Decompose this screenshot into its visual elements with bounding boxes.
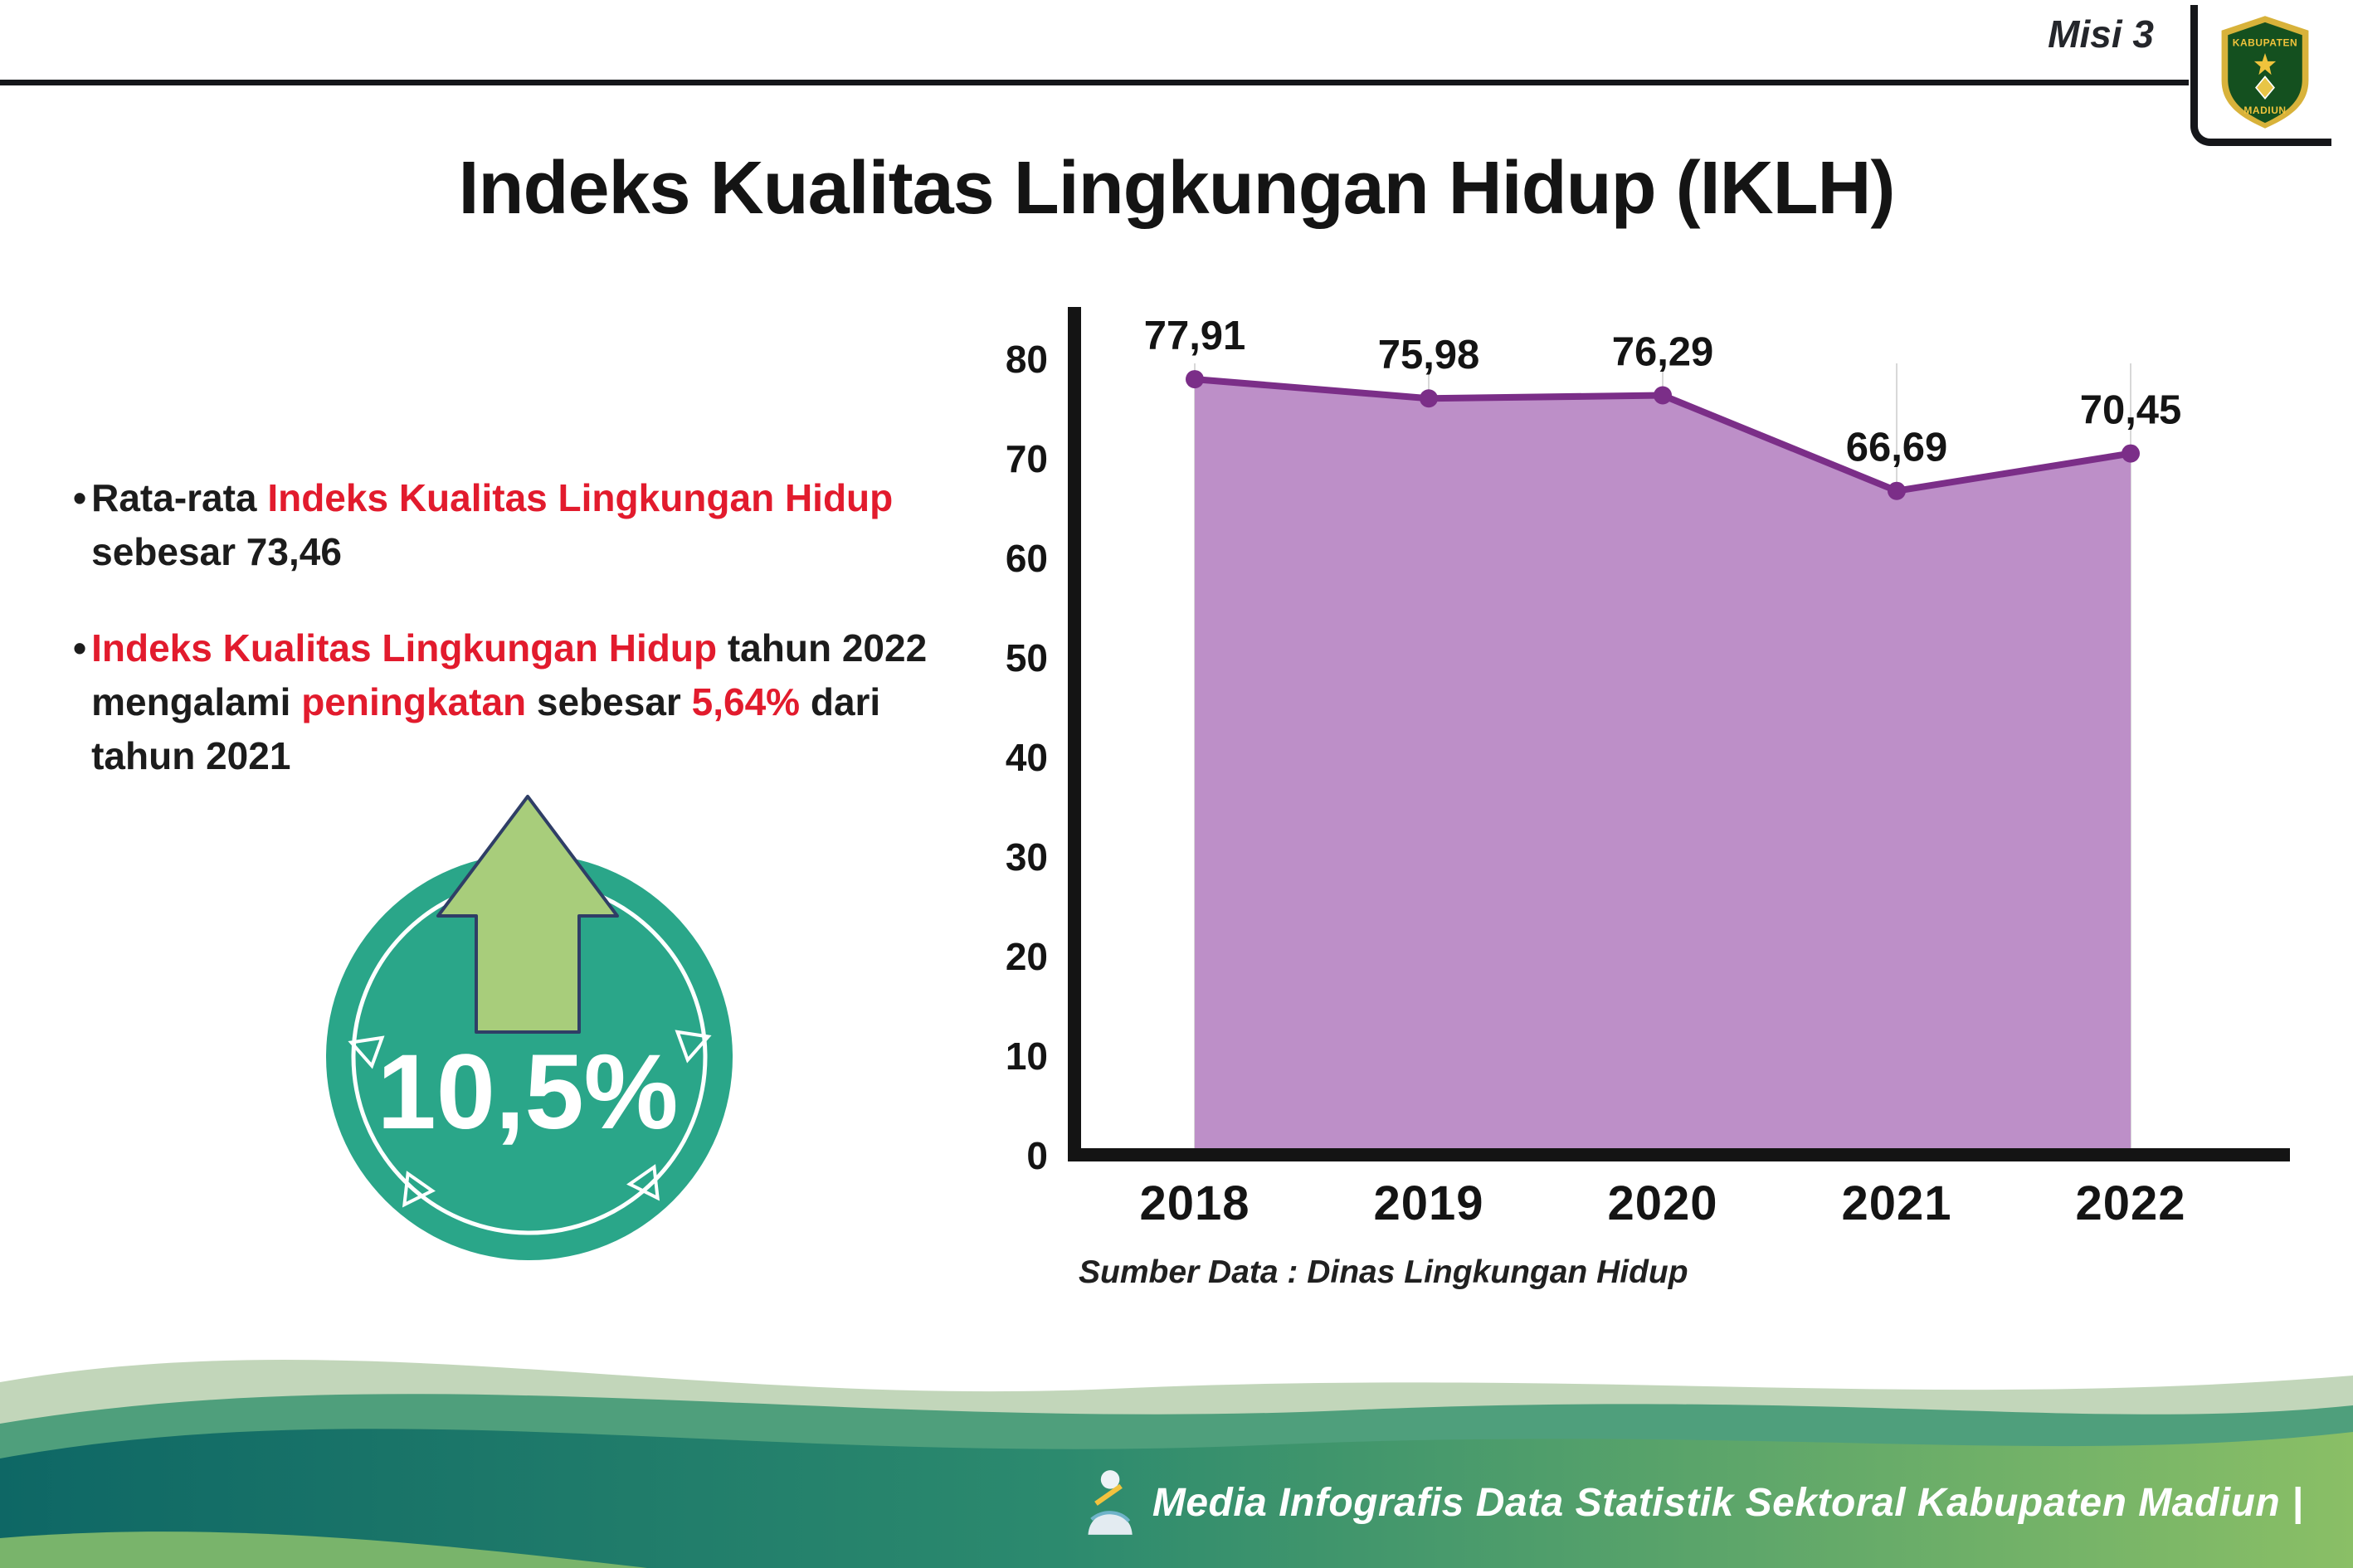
- svg-text:2019: 2019: [1373, 1176, 1483, 1230]
- badge-circle: [326, 854, 733, 1260]
- bullet-increase-iklh-text: Indeks Kualitas Lingkungan Hidup tahun 2…: [91, 626, 928, 778]
- svg-text:2021: 2021: [1841, 1176, 1951, 1230]
- mascot-icon: [1088, 1470, 1133, 1535]
- svg-text:75,98: 75,98: [1378, 333, 1480, 377]
- svg-text:30: 30: [1006, 835, 1048, 879]
- shield-logo-icon: KABUPATEN MADIUN: [2221, 15, 2308, 129]
- svg-text:80: 80: [1006, 338, 1048, 381]
- svg-text:20: 20: [1006, 935, 1048, 978]
- footer-waves: [0, 1360, 2353, 1568]
- svg-text:66,69: 66,69: [1846, 426, 1948, 470]
- svg-text:10: 10: [1006, 1035, 1048, 1078]
- ring-triangle-icon: [402, 1171, 436, 1208]
- svg-text:77,91: 77,91: [1144, 314, 1246, 358]
- svg-text:2022: 2022: [2075, 1176, 2185, 1230]
- bullet-average-iklh: • Rata-rata Indeks Kualitas Lingkungan H…: [73, 471, 986, 580]
- svg-text:2018: 2018: [1139, 1176, 1250, 1230]
- svg-text:76,29: 76,29: [1612, 330, 1714, 375]
- svg-text:50: 50: [1006, 636, 1048, 679]
- svg-text:0: 0: [1026, 1134, 1048, 1177]
- kabupaten-madiun-logo: KABUPATEN MADIUN: [2190, 5, 2331, 146]
- ring-triangle-icon: [675, 1030, 712, 1064]
- svg-text:70: 70: [1006, 437, 1048, 480]
- svg-text:40: 40: [1006, 736, 1048, 779]
- source-note: Sumber Data : Dinas Lingkungan Hidup: [1079, 1254, 1688, 1290]
- bullet-increase-iklh: • Indeks Kualitas Lingkungan Hidup tahun…: [73, 621, 986, 784]
- badge-value: 10,5%: [378, 1033, 679, 1152]
- bullet-dot: •: [73, 626, 87, 670]
- increase-badge: 10,5%: [326, 795, 733, 1260]
- logo-bottom-text: MADIUN: [2243, 105, 2286, 116]
- svg-text:2020: 2020: [1607, 1176, 1717, 1230]
- ring-triangle-icon: [626, 1164, 660, 1201]
- up-arrow-icon: [436, 795, 619, 1034]
- logo-top-text: KABUPATEN: [2232, 37, 2297, 48]
- bullet-dot: •: [73, 476, 87, 519]
- footer-text: Media Infografis Data Statistik Sektoral…: [1152, 1480, 2303, 1525]
- svg-text:60: 60: [1006, 537, 1048, 580]
- svg-text:70,45: 70,45: [2080, 388, 2182, 433]
- footer: Media Infografis Data Statistik Sektoral…: [1078, 1467, 2303, 1538]
- summary-bullets: • Rata-rata Indeks Kualitas Lingkungan H…: [73, 471, 986, 825]
- misi-label: Misi 3: [2048, 12, 2154, 56]
- header-divider: [0, 80, 2189, 85]
- bullet-average-iklh-text: Rata-rata Indeks Kualitas Lingkungan Hid…: [91, 476, 894, 574]
- ring-triangle-icon: [348, 1035, 385, 1069]
- iklh-area-chart: 77,91 75,98 76,29 66,69 70,45 0 10 20 30 40 50 60 70…: [1006, 307, 2290, 1230]
- page-title: Indeks Kualitas Lingkungan Hidup (IKLH): [458, 147, 1895, 231]
